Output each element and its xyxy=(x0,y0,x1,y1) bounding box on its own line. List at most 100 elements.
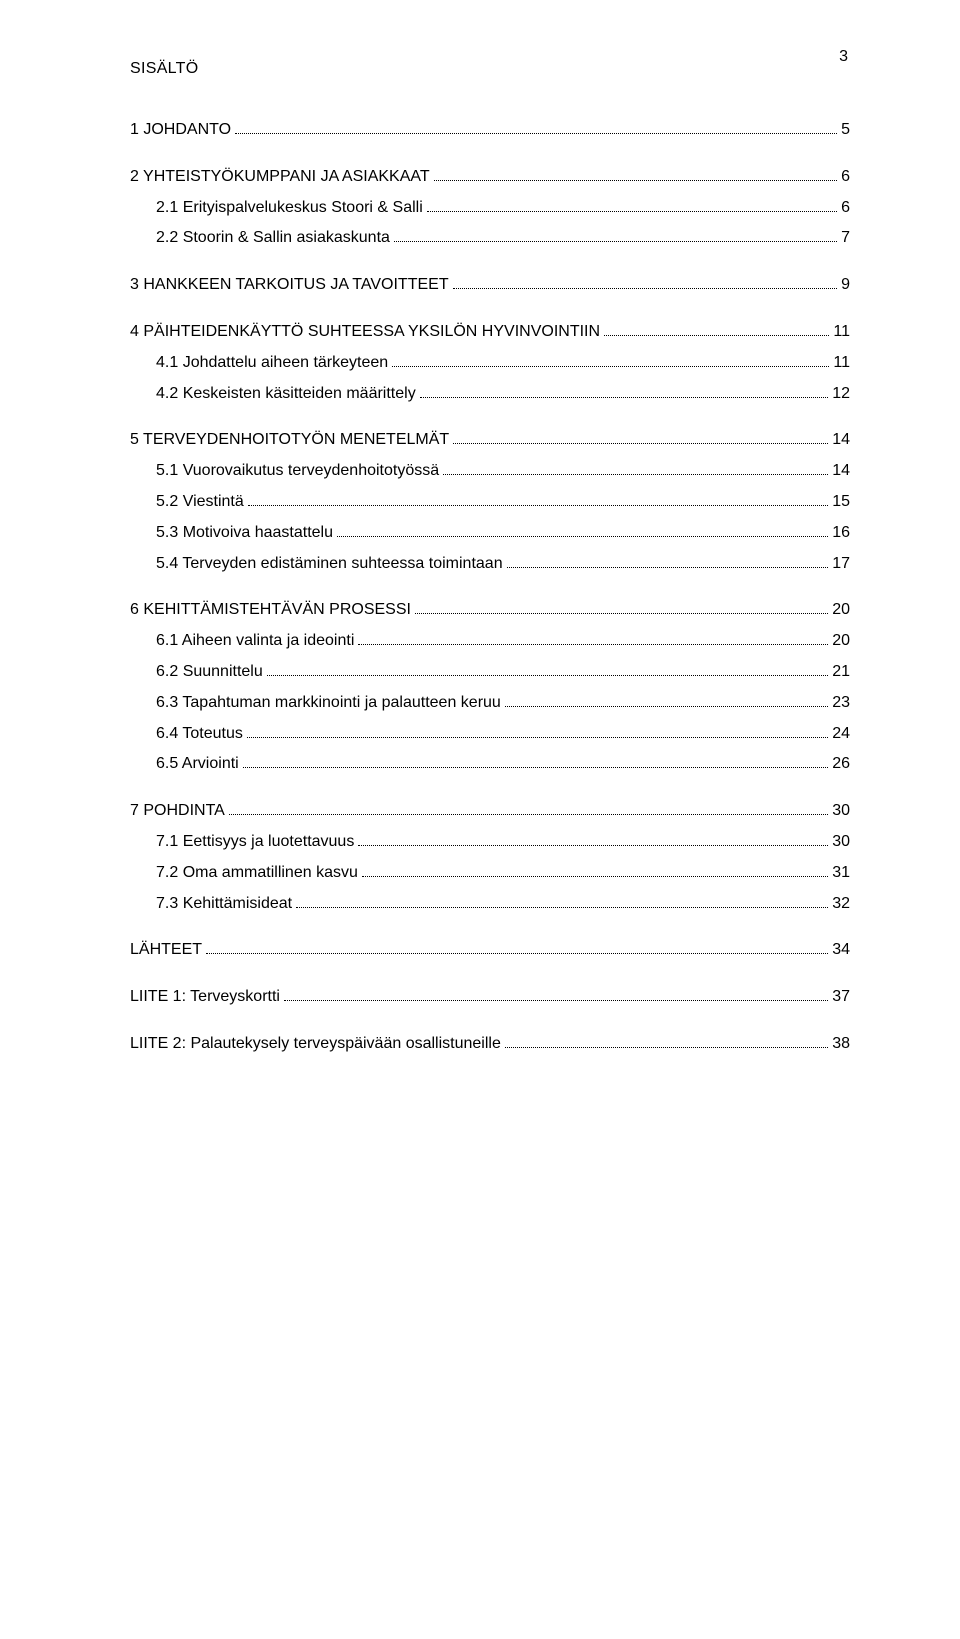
toc-entry-label: 7 POHDINTA xyxy=(130,799,225,824)
toc-entry-label: 7.2 Oma ammatillinen kasvu xyxy=(156,861,358,886)
toc-leader xyxy=(505,1033,828,1048)
toc-leader xyxy=(434,165,837,180)
toc-entry-page: 6 xyxy=(841,165,850,190)
toc-leader xyxy=(229,800,828,815)
toc-leader xyxy=(248,491,828,506)
toc-entry-top: LÄHTEET34 xyxy=(130,938,850,963)
toc-entry-sub: 2.2 Stoorin & Sallin asiakaskunta7 xyxy=(130,226,850,251)
toc-leader xyxy=(505,691,828,706)
toc-entry-top: 7 POHDINTA 30 xyxy=(130,799,850,824)
toc-entry-label: 7.1 Eettisyys ja luotettavuus xyxy=(156,830,354,855)
toc-entry-page: 31 xyxy=(832,861,850,886)
toc-entry-top: LIITE 1: Terveyskortti 37 xyxy=(130,985,850,1010)
toc-entry-page: 26 xyxy=(832,752,850,777)
page-number: 3 xyxy=(839,48,848,66)
toc-entry-sub: 4.1 Johdattelu aiheen tärkeyteen 11 xyxy=(130,351,850,376)
toc-entry-top: 3 HANKKEEN TARKOITUS JA TAVOITTEET 9 xyxy=(130,273,850,298)
toc-entry-label: 5.3 Motivoiva haastattelu xyxy=(156,521,333,546)
toc-entry-page: 14 xyxy=(832,459,850,484)
toc-entry-top: 4 PÄIHTEIDENKÄYTTÖ SUHTEESSA YKSILÖN HYV… xyxy=(130,320,850,345)
toc-leader xyxy=(358,630,828,645)
toc-entry-page: 24 xyxy=(832,722,850,747)
toc-leader xyxy=(604,321,829,336)
toc-entry-page: 30 xyxy=(832,830,850,855)
toc-entry-sub: 4.2 Keskeisten käsitteiden määrittely 12 xyxy=(130,382,850,407)
toc-entry-sub: 6.4 Toteutus 24 xyxy=(130,722,850,747)
toc-leader xyxy=(420,382,829,397)
toc-entry-label: 4 PÄIHTEIDENKÄYTTÖ SUHTEESSA YKSILÖN HYV… xyxy=(130,320,600,345)
toc-entry-sub: 6.1 Aiheen valinta ja ideointi 20 xyxy=(130,629,850,654)
toc-list: 1 JOHDANTO 5 2 YHTEISTYÖKUMPPANI JA ASIAKK… xyxy=(130,118,850,1057)
toc-entry-page: 32 xyxy=(832,892,850,917)
toc-entry-label: 4.2 Keskeisten käsitteiden määrittely xyxy=(156,382,416,407)
toc-entry-page: 15 xyxy=(832,490,850,515)
toc-entry-page: 5 xyxy=(841,118,850,143)
toc-leader xyxy=(362,861,828,876)
toc-entry-page: 6 xyxy=(841,196,850,221)
toc-entry-label: LIITE 2: Palautekysely terveyspäivään os… xyxy=(130,1032,501,1057)
toc-entry-page: 17 xyxy=(832,552,850,577)
toc-entry-page: 37 xyxy=(832,985,850,1010)
toc-entry-label: 6 KEHITTÄMISTEHTÄVÄN PROSESSI xyxy=(130,598,411,623)
toc-leader xyxy=(358,831,828,846)
toc-entry-top: 5 TERVEYDENHOITOTYÖN MENETELMÄT 14 xyxy=(130,428,850,453)
toc-entry-label: 5.2 Viestintä xyxy=(156,490,244,515)
toc-entry-label: 7.3 Kehittämisideat xyxy=(156,892,292,917)
toc-entry-label: 6.4 Toteutus xyxy=(156,722,243,747)
toc-leader xyxy=(296,892,828,907)
toc-entry-top: 2 YHTEISTYÖKUMPPANI JA ASIAKKAAT 6 xyxy=(130,165,850,190)
toc-entry-label: 6.1 Aiheen valinta ja ideointi xyxy=(156,629,354,654)
toc-entry-page: 38 xyxy=(832,1032,850,1057)
toc-entry-label: 6.2 Suunnittelu xyxy=(156,660,263,685)
toc-entry-label: 2 YHTEISTYÖKUMPPANI JA ASIAKKAAT xyxy=(130,165,430,190)
toc-entry-label: 6.5 Arviointi xyxy=(156,752,239,777)
toc-entry-sub: 5.4 Terveyden edistäminen suhteessa toim… xyxy=(130,552,850,577)
toc-leader xyxy=(415,599,828,614)
toc-entry-page: 20 xyxy=(832,629,850,654)
toc-leader xyxy=(235,119,837,134)
toc-entry-label: 5.4 Terveyden edistäminen suhteessa toim… xyxy=(156,552,503,577)
toc-entry-page: 11 xyxy=(833,320,850,345)
document-page: 3 SISÄLTÖ 1 JOHDANTO 5 2 YHTEISTYÖKUMPPANI… xyxy=(0,0,960,1639)
toc-entry-sub: 2.1 Erityispalvelukeskus Stoori & Salli 6 xyxy=(130,196,850,221)
toc-entry-top: 6 KEHITTÄMISTEHTÄVÄN PROSESSI 20 xyxy=(130,598,850,623)
toc-entry-page: 23 xyxy=(832,691,850,716)
toc-leader xyxy=(392,351,829,366)
toc-entry-page: 30 xyxy=(832,799,850,824)
toc-entry-sub: 7.3 Kehittämisideat 32 xyxy=(130,892,850,917)
toc-entry-page: 9 xyxy=(841,273,850,298)
toc-entry-sub: 6.5 Arviointi 26 xyxy=(130,752,850,777)
toc-entry-top: 1 JOHDANTO 5 xyxy=(130,118,850,143)
toc-entry-label: LIITE 1: Terveyskortti xyxy=(130,985,280,1010)
toc-title: SISÄLTÖ xyxy=(130,60,850,78)
toc-leader xyxy=(206,939,828,954)
toc-entry-sub: 7.2 Oma ammatillinen kasvu 31 xyxy=(130,861,850,886)
toc-entry-label: 1 JOHDANTO xyxy=(130,118,231,143)
toc-leader xyxy=(427,196,837,211)
toc-entry-page: 20 xyxy=(832,598,850,623)
toc-leader xyxy=(394,227,837,242)
toc-entry-label: 2.2 Stoorin & Sallin asiakaskunta xyxy=(156,226,390,251)
toc-leader xyxy=(284,986,828,1001)
toc-entry-label: 5 TERVEYDENHOITOTYÖN MENETELMÄT xyxy=(130,428,449,453)
toc-entry-label: 4.1 Johdattelu aiheen tärkeyteen xyxy=(156,351,388,376)
toc-leader xyxy=(243,753,828,768)
toc-entry-page: 11 xyxy=(833,351,850,376)
toc-entry-sub: 6.3 Tapahtuman markkinointi ja palauttee… xyxy=(130,691,850,716)
toc-entry-label: 3 HANKKEEN TARKOITUS JA TAVOITTEET xyxy=(130,273,449,298)
toc-leader xyxy=(453,429,828,444)
toc-entry-sub: 5.2 Viestintä 15 xyxy=(130,490,850,515)
toc-entry-page: 12 xyxy=(832,382,850,407)
toc-entry-label: 2.1 Erityispalvelukeskus Stoori & Salli xyxy=(156,196,423,221)
toc-leader xyxy=(247,722,828,737)
toc-entry-sub: 7.1 Eettisyys ja luotettavuus 30 xyxy=(130,830,850,855)
toc-entry-page: 14 xyxy=(832,428,850,453)
toc-leader xyxy=(507,552,829,567)
toc-entry-sub: 6.2 Suunnittelu 21 xyxy=(130,660,850,685)
toc-entry-page: 34 xyxy=(832,938,850,963)
toc-entry-page: 16 xyxy=(832,521,850,546)
toc-leader xyxy=(453,274,838,289)
toc-leader xyxy=(337,521,828,536)
toc-leader xyxy=(267,661,828,676)
toc-entry-page: 21 xyxy=(832,660,850,685)
